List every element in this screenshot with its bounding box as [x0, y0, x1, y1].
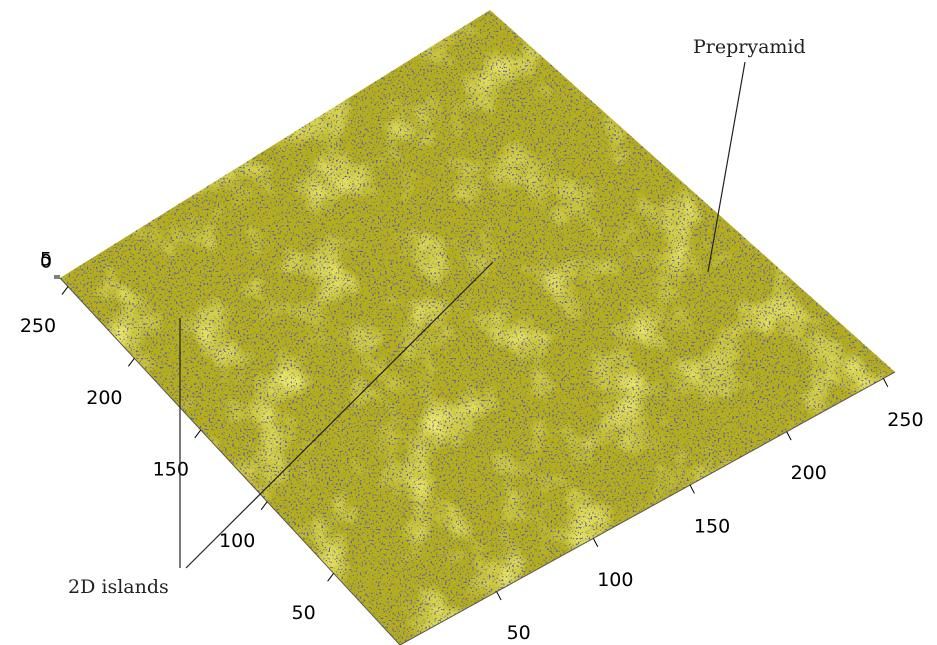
tick-label: 5	[40, 249, 52, 271]
axis-line	[399, 371, 896, 645]
tick-label: 100	[219, 530, 255, 552]
tick-label: 0	[40, 251, 52, 273]
tick-mark	[882, 378, 889, 388]
tick-label: 250	[887, 409, 923, 431]
tick-label: 50	[292, 602, 316, 624]
tick-mark	[127, 357, 135, 367]
tick-label: 50	[507, 622, 531, 644]
annotation-arrow	[185, 261, 494, 569]
surface	[60, 10, 895, 645]
annotation-arrow	[707, 61, 746, 273]
tick-mark	[786, 431, 792, 441]
axis-line	[59, 277, 401, 645]
tick-mark	[327, 573, 334, 582]
tick-label: 150	[153, 458, 189, 480]
surface-specks	[60, 10, 895, 645]
tick-mark	[260, 501, 268, 510]
tick-mark	[496, 591, 502, 601]
tick-label: 200	[86, 387, 122, 409]
annotation: 2D islands	[68, 576, 169, 598]
tick-label: 100	[597, 569, 633, 591]
tick-mark	[592, 538, 599, 547]
tick-mark	[689, 484, 695, 494]
tick-mark	[194, 429, 202, 439]
annotation: Prepryamid	[693, 36, 806, 58]
tick-label: 250	[20, 315, 56, 337]
tick-mark	[61, 286, 69, 295]
tick-label: 200	[791, 462, 827, 484]
axes: 50 100 150 200 250 50 100 150 200 250 05	[20, 249, 924, 645]
tick-label: 150	[694, 516, 730, 538]
